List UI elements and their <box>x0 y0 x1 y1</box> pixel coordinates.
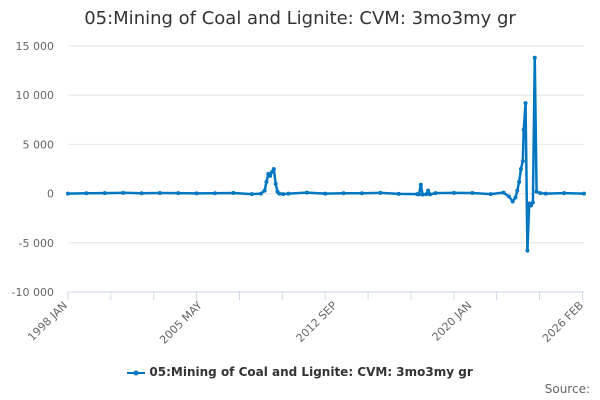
chart-title: 05:Mining of Coal and Lignite: CVM: 3mo3… <box>84 8 516 29</box>
data-point <box>529 203 534 208</box>
data-point <box>488 192 493 197</box>
data-point <box>84 191 89 196</box>
data-point <box>507 194 512 199</box>
data-point <box>428 192 433 197</box>
x-tick-label: 2005 MAY <box>157 299 205 347</box>
data-point <box>416 192 421 197</box>
data-point <box>426 188 431 193</box>
data-point <box>66 191 70 196</box>
series-line <box>67 56 585 252</box>
data-point <box>262 188 267 193</box>
legend-item[interactable]: 05:Mining of Coal and Lignite: CVM: 3mo3… <box>0 365 600 379</box>
data-point <box>538 191 543 196</box>
data-point <box>396 191 401 196</box>
data-point <box>470 191 475 196</box>
data-point <box>176 191 181 196</box>
data-point <box>157 191 162 196</box>
data-point <box>534 189 539 194</box>
y-tick-label: -5 000 <box>19 237 54 250</box>
data-point <box>521 127 526 132</box>
y-tick-label: 5 000 <box>23 138 55 151</box>
data-point <box>518 167 523 171</box>
data-point <box>271 167 276 171</box>
data-point <box>525 248 530 253</box>
data-point <box>433 191 438 196</box>
data-point <box>424 192 429 197</box>
data-point <box>281 192 285 197</box>
data-point <box>273 181 278 186</box>
data-point <box>269 169 274 174</box>
data-point <box>360 191 365 196</box>
data-point <box>543 191 548 196</box>
data-point <box>510 199 515 204</box>
y-tick-label: 10 000 <box>16 89 55 102</box>
data-point <box>194 191 199 196</box>
data-point <box>451 190 456 195</box>
legend-line-icon <box>127 370 146 375</box>
source-label[interactable]: Source: <box>544 382 590 396</box>
legend-label: 05:Mining of Coal and Lignite: CVM: 3mo3… <box>149 365 473 379</box>
data-point <box>520 159 525 164</box>
data-point <box>532 55 537 60</box>
data-point <box>378 190 383 195</box>
data-point <box>523 101 528 106</box>
data-point <box>501 190 506 195</box>
data-point <box>121 190 126 195</box>
data-point <box>517 179 522 184</box>
data-point <box>268 173 273 178</box>
data-point <box>304 190 309 195</box>
data-point <box>264 179 269 184</box>
data-point <box>582 191 586 196</box>
x-tick-label: 1998 JAN <box>25 299 70 344</box>
data-point <box>418 182 423 187</box>
y-tick-label: 15 000 <box>16 40 55 53</box>
data-point <box>102 191 107 196</box>
data-point <box>530 200 535 205</box>
y-tick-label: 0 <box>47 188 54 201</box>
y-tick-label: -10 000 <box>12 286 54 299</box>
x-tick-label: 2012 SEP <box>294 299 340 345</box>
data-point <box>277 191 282 196</box>
data-point <box>515 188 520 193</box>
data-point <box>213 191 218 196</box>
data-point <box>341 191 346 196</box>
data-point <box>323 191 328 196</box>
data-point <box>249 192 254 197</box>
data-point <box>231 191 236 196</box>
data-point <box>139 191 144 196</box>
data-point <box>513 195 518 200</box>
data-point <box>258 191 263 196</box>
data-point <box>286 191 291 196</box>
x-tick-label: 2020 JAN <box>430 299 475 344</box>
x-tick-label: 2026 FEB <box>540 299 586 345</box>
data-point <box>420 192 425 197</box>
data-point <box>562 191 567 196</box>
